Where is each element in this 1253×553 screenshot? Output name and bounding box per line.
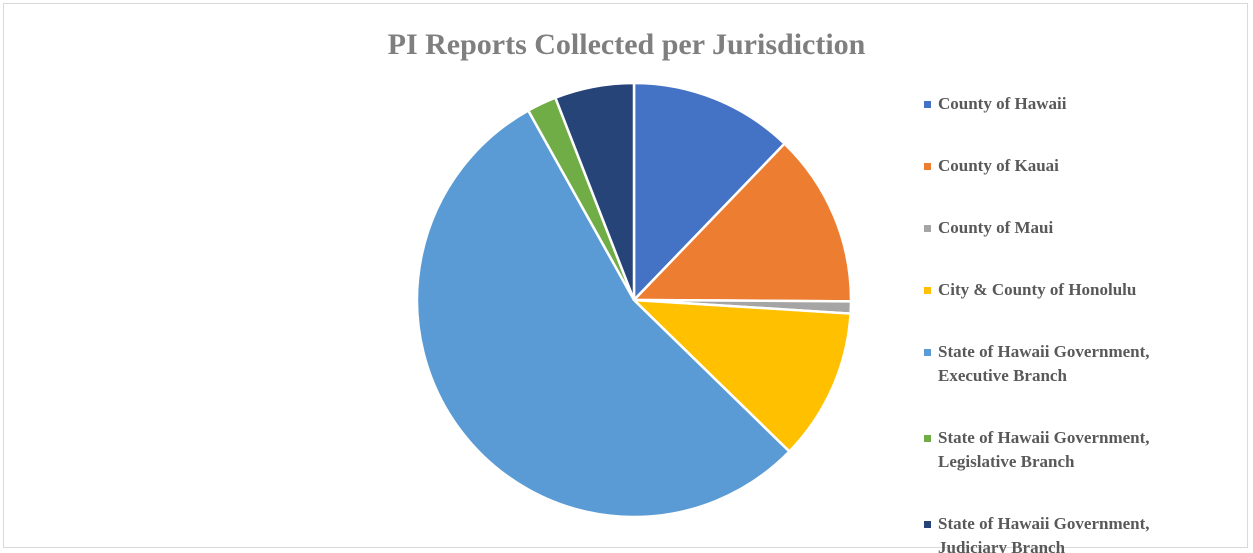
chart-frame bbox=[3, 3, 1248, 548]
legend-swatch bbox=[924, 287, 931, 294]
pie-slice bbox=[630, 298, 852, 454]
chart-title: PI Reports Collected per Jurisdiction bbox=[387, 28, 866, 61]
pie-slice bbox=[415, 108, 792, 519]
legend-swatch bbox=[924, 521, 931, 528]
legend-item: State of Hawaii Government, Executive Br… bbox=[924, 340, 1184, 388]
legend-swatch bbox=[924, 435, 931, 442]
pie-slice bbox=[632, 81, 787, 304]
legend-label: State of Hawaii Government, Executive Br… bbox=[938, 342, 1150, 385]
legend-item: State of Hawaii Government, Judiciary Br… bbox=[924, 512, 1184, 553]
legend-label: County of Maui bbox=[938, 218, 1054, 237]
legend-label: County of Hawaii bbox=[938, 94, 1067, 113]
legend-item: County of Hawaii bbox=[924, 92, 1184, 116]
legend-label: State of Hawaii Government, Legislative … bbox=[938, 428, 1150, 471]
legend-item: State of Hawaii Government, Legislative … bbox=[924, 426, 1184, 474]
pie-slice bbox=[553, 81, 636, 301]
legend-label: County of Kauai bbox=[938, 156, 1059, 175]
legend: County of Hawaii County of Kauai County of… bbox=[924, 92, 1184, 553]
legend-swatch bbox=[924, 349, 931, 356]
legend-item: County of Kauai bbox=[924, 154, 1184, 178]
legend-item: City & County of Honolulu bbox=[924, 278, 1184, 302]
legend-swatch bbox=[924, 163, 931, 170]
legend-swatch bbox=[924, 225, 931, 232]
legend-label: City & County of Honolulu bbox=[938, 280, 1137, 299]
legend-swatch bbox=[924, 101, 931, 108]
pie-slice bbox=[631, 141, 853, 303]
legend-label: State of Hawaii Government, Judiciary Br… bbox=[938, 514, 1150, 553]
legend-item: County of Maui bbox=[924, 216, 1184, 240]
